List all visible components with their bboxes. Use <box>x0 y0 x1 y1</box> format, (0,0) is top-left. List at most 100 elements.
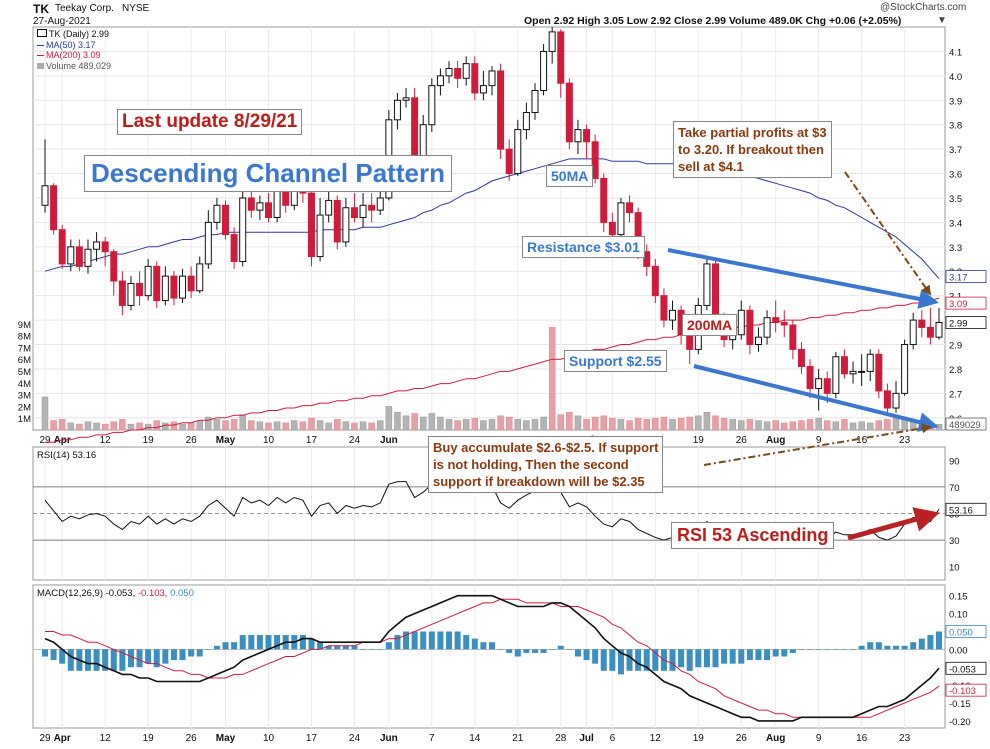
ma200-line <box>45 297 940 443</box>
volume-bar <box>411 413 418 431</box>
x-tick-label: Apr <box>54 435 71 446</box>
candle-body <box>222 204 230 236</box>
macd-histogram-bar <box>695 649 702 668</box>
candle-body <box>617 202 625 236</box>
x-tick-label-bottom: 14 <box>469 733 481 744</box>
macd-histogram-bar <box>84 649 91 671</box>
exchange-name: NYSE <box>122 3 150 14</box>
price-y-tick: 2.8 <box>949 365 962 376</box>
macd-histogram-bar <box>497 649 504 650</box>
volume-bar <box>875 420 883 431</box>
resistance-annotation: Resistance $3.01 <box>522 236 645 258</box>
volume-bar <box>265 422 272 431</box>
volume-bar <box>789 421 797 431</box>
candle-body <box>514 129 522 175</box>
legend-ma200-swatch <box>37 55 44 57</box>
candle-body <box>754 336 762 346</box>
support-annotation: Support $2.55 <box>564 350 667 372</box>
x-tick-label-bottom: 28 <box>555 733 567 744</box>
price-y-tick: 4.0 <box>949 72 962 83</box>
price-y-tick: 3.8 <box>949 121 962 132</box>
candle-body <box>454 68 462 79</box>
volume-bar <box>428 413 436 431</box>
x-tick-label-bottom: 17 <box>306 733 318 744</box>
x-tick-label-bottom: 19 <box>143 733 155 744</box>
x-tick-label: Aug <box>766 435 785 446</box>
volume-bar <box>832 421 840 431</box>
take-profit-annotation: Take partial profits at $3 to 3.20. If b… <box>673 121 832 178</box>
volume-bar <box>884 419 891 431</box>
candle-body <box>909 319 917 346</box>
candle-body <box>179 275 187 299</box>
volume-bar <box>462 419 470 431</box>
panel-frame-2 <box>32 584 946 729</box>
collapse-arrow-icon[interactable]: ▼ <box>937 15 947 26</box>
candle-body <box>926 326 934 338</box>
rsi-value-label: 53.16 <box>949 505 973 516</box>
macd-histogram-bar <box>317 642 324 650</box>
volume-bar <box>256 421 264 431</box>
candle-body <box>583 129 591 143</box>
x-tick-label-bottom: 29 <box>39 733 51 744</box>
x-tick-label: May <box>216 435 236 446</box>
candle-body <box>247 197 255 211</box>
macd-histogram-bar <box>256 635 263 650</box>
volume-bar <box>497 415 504 431</box>
macd-line <box>44 594 940 722</box>
macd-histogram-bar <box>454 631 461 650</box>
volume-bar <box>609 417 616 431</box>
macd-histogram-bar <box>678 649 685 668</box>
x-tick-label: 9 <box>816 435 822 446</box>
x-tick-label-bottom: 16 <box>856 733 868 744</box>
macd-value-label-box <box>945 661 987 675</box>
volume-bar <box>101 423 109 431</box>
macd-histogram-bar <box>755 649 762 661</box>
price-y-tick: 2.7 <box>949 389 962 400</box>
candle-body <box>316 214 324 258</box>
x-tick-label-bottom: 19 <box>693 733 705 744</box>
volume-bar <box>325 422 332 431</box>
candle-body <box>883 390 891 409</box>
candle-body <box>368 204 376 211</box>
x-tick-label: 26 <box>186 435 198 446</box>
macd-histogram-bar <box>136 649 143 668</box>
volume-bar <box>566 412 573 431</box>
macd-histogram-bar <box>643 649 650 671</box>
legend-volume: Volume 489,029 <box>37 61 111 72</box>
price-y-tick: 3.4 <box>949 218 962 229</box>
volume-bar <box>806 419 814 431</box>
legend-price-swatch <box>37 29 47 37</box>
ma50-annotation: 50MA <box>546 165 594 187</box>
macd-histogram-bar <box>489 642 495 650</box>
candle-body <box>93 241 101 250</box>
macd-histogram-bar <box>549 649 556 650</box>
candle-body <box>41 185 49 206</box>
volume-bar <box>299 421 307 431</box>
x-tick-label: 23 <box>899 435 911 446</box>
candle-body <box>815 378 823 389</box>
volume-bar <box>230 419 238 431</box>
macd-histogram-bar <box>841 649 848 650</box>
candle-body <box>875 353 883 392</box>
candle-body <box>213 204 221 223</box>
candle-body <box>901 344 909 394</box>
volume-bar <box>591 416 599 431</box>
candle-body <box>557 31 565 84</box>
macd-hist-value-label-box <box>945 625 987 638</box>
volume-value-label-box <box>945 417 987 431</box>
candle-body <box>376 197 384 211</box>
volume-bar <box>703 412 711 431</box>
volume-bar <box>480 420 487 431</box>
macd-histogram-bar <box>480 642 487 650</box>
candle-body <box>626 202 634 214</box>
macd-histogram-bar <box>162 649 169 664</box>
x-tick-label: 24 <box>349 435 361 446</box>
rsi-y-tick: 10 <box>949 563 960 574</box>
candle-body <box>256 202 264 211</box>
macd-histogram-bar <box>119 649 126 671</box>
candle-body <box>669 309 677 321</box>
candle-body <box>703 263 711 306</box>
macd-histogram-bar <box>867 642 874 650</box>
x-tick-label-bottom: 10 <box>263 733 275 744</box>
